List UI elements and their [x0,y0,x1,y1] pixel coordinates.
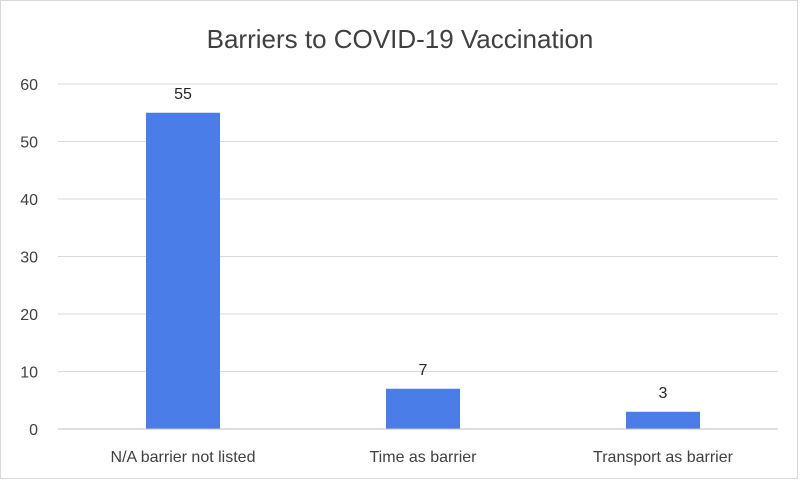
data-labels: 55 7 3 [174,86,667,402]
y-tick-label: 10 [20,365,38,382]
y-axis-ticks: 0 10 20 30 40 50 60 [20,77,38,439]
data-label: 55 [174,86,192,103]
y-tick-label: 60 [20,77,38,94]
x-category-label: Transport as barrier [593,449,734,466]
chart-title: Barriers to COVID-19 Vaccination [207,24,594,54]
y-tick-label: 30 [20,250,38,267]
bar [626,411,700,429]
data-label: 3 [659,385,668,402]
y-tick-label: 20 [20,307,38,324]
y-tick-label: 50 [20,135,38,152]
bar [146,112,220,429]
x-category-label: Time as barrier [370,449,478,466]
y-tick-label: 0 [29,422,38,439]
bars [146,112,700,429]
y-tick-label: 40 [20,192,38,209]
bar [386,388,460,429]
x-axis-categories: N/A barrier not listed Time as barrier Tra… [111,449,734,466]
x-category-label: N/A barrier not listed [111,449,256,466]
data-label: 7 [419,362,428,379]
